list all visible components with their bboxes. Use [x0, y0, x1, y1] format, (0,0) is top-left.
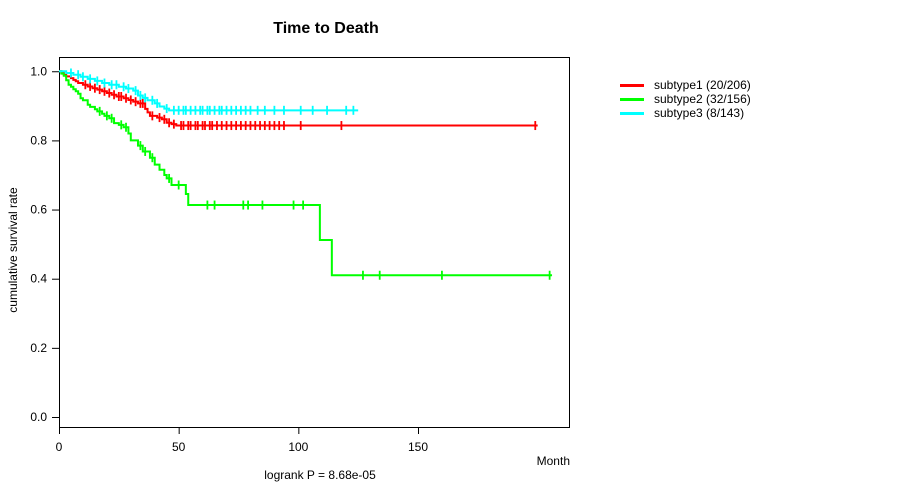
y-tick-label: 0.4: [30, 272, 47, 286]
x-axis-label: Month: [536, 454, 570, 468]
legend: subtype1 (20/206) subtype2 (32/156) subt…: [620, 78, 751, 120]
logrank-pvalue: logrank P = 8.68e-05: [264, 468, 376, 482]
x-tick-label: 0: [56, 440, 63, 454]
y-tick-label: 0.8: [30, 133, 47, 147]
y-tick-label: 1.0: [30, 64, 47, 78]
y-tick-label: 0.2: [30, 341, 47, 355]
legend-line-swatch-subtype2: [620, 97, 644, 101]
legend-item-subtype3: subtype3 (8/143): [620, 106, 751, 120]
x-tick-label: 50: [172, 440, 186, 454]
x-tick-label: 100: [288, 440, 308, 454]
legend-line-swatch-subtype3: [620, 111, 644, 115]
legend-item-subtype1: subtype1 (20/206): [620, 78, 751, 92]
legend-label-subtype1: subtype1 (20/206): [654, 78, 751, 92]
survival-curve-subtype3: [59, 70, 359, 112]
plot-box: [59, 57, 570, 428]
y-tick-label: 0.6: [30, 203, 47, 217]
y-tick-label: 0.0: [30, 410, 47, 424]
x-tick-label: 150: [408, 440, 428, 454]
survival-curve-subtype1: [59, 70, 538, 127]
legend-item-subtype2: subtype2 (32/156): [620, 92, 751, 106]
legend-line-swatch-subtype1: [620, 83, 644, 87]
legend-label-subtype3: subtype3 (8/143): [654, 106, 745, 120]
chart-title: Time to Death: [273, 20, 379, 37]
legend-label-subtype2: subtype2 (32/156): [654, 92, 751, 106]
